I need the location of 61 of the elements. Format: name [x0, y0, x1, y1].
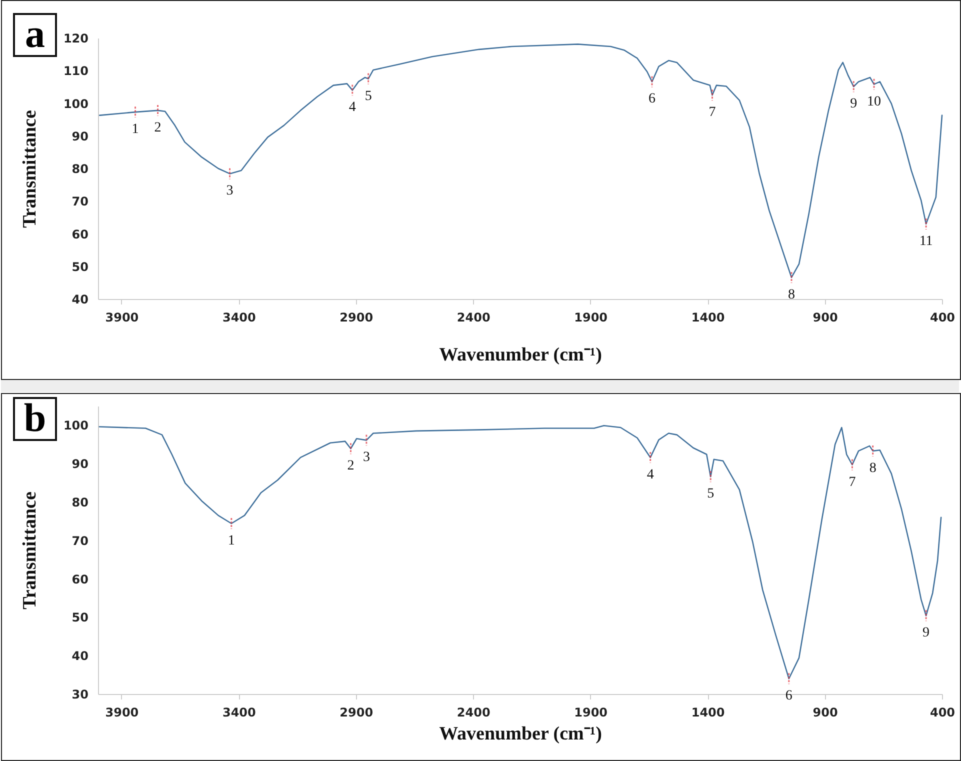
annotation: 1 [132, 122, 139, 138]
annotation: 4 [348, 100, 356, 116]
x-axis-title: Wavenumber (cm⁻¹) [439, 344, 602, 366]
x-tick-label: 1400 [691, 706, 725, 720]
annotation: 8 [869, 460, 876, 476]
y-tick-label: 80 [72, 162, 88, 176]
annotation: 6 [648, 92, 656, 107]
annotation: 7 [708, 105, 716, 120]
y-tick-label: 50 [72, 260, 88, 274]
annotation: 3 [362, 450, 370, 466]
x-tick-label: 1900 [574, 310, 608, 324]
x-tick-label: 1900 [574, 706, 608, 720]
x-tick-label: 900 [812, 706, 838, 720]
x-tick-label: 2900 [340, 706, 374, 720]
y-tick-label: 110 [63, 64, 88, 78]
annotation: 9 [922, 626, 930, 641]
annotation: 7 [848, 474, 856, 490]
y-tick-label: 40 [72, 649, 88, 664]
y-axis-title: Transmittance [19, 492, 40, 610]
y-tick-label: 60 [72, 572, 88, 586]
annotation: 5 [707, 486, 714, 502]
x-tick-label: 3400 [222, 310, 256, 324]
x-tick-label: 900 [812, 310, 838, 324]
annotation: 8 [788, 287, 795, 302]
annotation: 2 [347, 458, 354, 474]
annotation: 6 [785, 688, 792, 704]
annotation: 4 [646, 467, 654, 482]
x-tick-label: 2400 [456, 706, 490, 720]
annotation: 3 [226, 184, 234, 199]
chart-title: b [13, 395, 57, 441]
annotation: 11 [919, 234, 933, 249]
line-series [98, 44, 943, 278]
x-axis-title: Wavenumber (cm⁻¹) [439, 724, 602, 744]
annotation: 2 [154, 120, 162, 136]
x-tick-label: 400 [930, 310, 956, 324]
chart-title: a [13, 11, 57, 57]
x-tick-label: 2900 [340, 310, 374, 324]
x-tick-label: 3900 [105, 310, 139, 324]
y-tick-label: 90 [72, 129, 88, 144]
annotation: 9 [850, 96, 858, 112]
y-tick-label: 90 [72, 457, 88, 472]
annotation: 5 [364, 88, 372, 104]
x-tick-label: 3400 [222, 706, 256, 720]
y-tick-label: 100 [63, 418, 88, 433]
x-tick-label: 2400 [456, 310, 490, 324]
y-tick-label: 70 [72, 534, 88, 548]
line-series [98, 424, 942, 680]
x-tick-label: 400 [930, 706, 956, 720]
y-axis-title: Transmittance [19, 110, 40, 228]
y-tick-label: 50 [72, 610, 88, 625]
y-tick-label: 70 [72, 194, 88, 209]
y-tick-label: 80 [72, 496, 88, 510]
x-tick-label: 3900 [105, 706, 139, 720]
y-tick-label: 100 [63, 96, 88, 111]
x-tick-label: 1400 [691, 310, 725, 324]
y-tick-label: 60 [72, 227, 88, 242]
y-tick-label: 120 [63, 32, 88, 46]
y-tick-label: 40 [72, 292, 88, 306]
annotation: 1 [228, 534, 235, 549]
y-tick-label: 30 [72, 688, 88, 702]
annotation: 10 [867, 94, 882, 110]
